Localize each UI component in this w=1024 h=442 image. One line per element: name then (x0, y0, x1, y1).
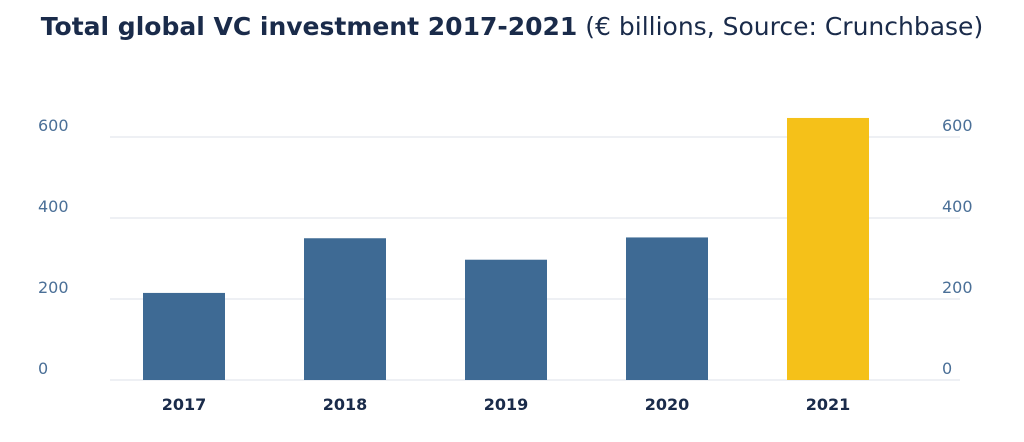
y-tick-label-left: 200 (38, 278, 69, 297)
y-tick-label-left: 600 (38, 116, 69, 135)
bar-2018 (304, 238, 386, 380)
x-tick-label: 2018 (323, 395, 368, 414)
y-tick-label-right: 0 (942, 359, 952, 378)
y-tick-label-right: 200 (942, 278, 973, 297)
chart-subtitle: (€ billions, Source: Crunchbase) (585, 12, 984, 41)
bar-2020 (626, 237, 708, 380)
chart-title-main: Total global VC investment 2017-2021 (40, 12, 578, 41)
chart-title: Total global VC investment 2017-2021 (€ … (0, 12, 1024, 41)
x-tick-label: 2021 (806, 395, 851, 414)
bar-2017 (143, 292, 225, 380)
x-tick-label: 2017 (162, 395, 207, 414)
y-tick-label-right: 600 (942, 116, 973, 135)
bar-2021 (787, 117, 869, 380)
y-tick-label-left: 0 (38, 359, 48, 378)
x-tick-label: 2019 (484, 395, 529, 414)
x-tick-label: 2020 (645, 395, 690, 414)
y-tick-label-left: 400 (38, 197, 69, 216)
bar-2019 (465, 259, 547, 380)
y-tick-label-right: 400 (942, 197, 973, 216)
